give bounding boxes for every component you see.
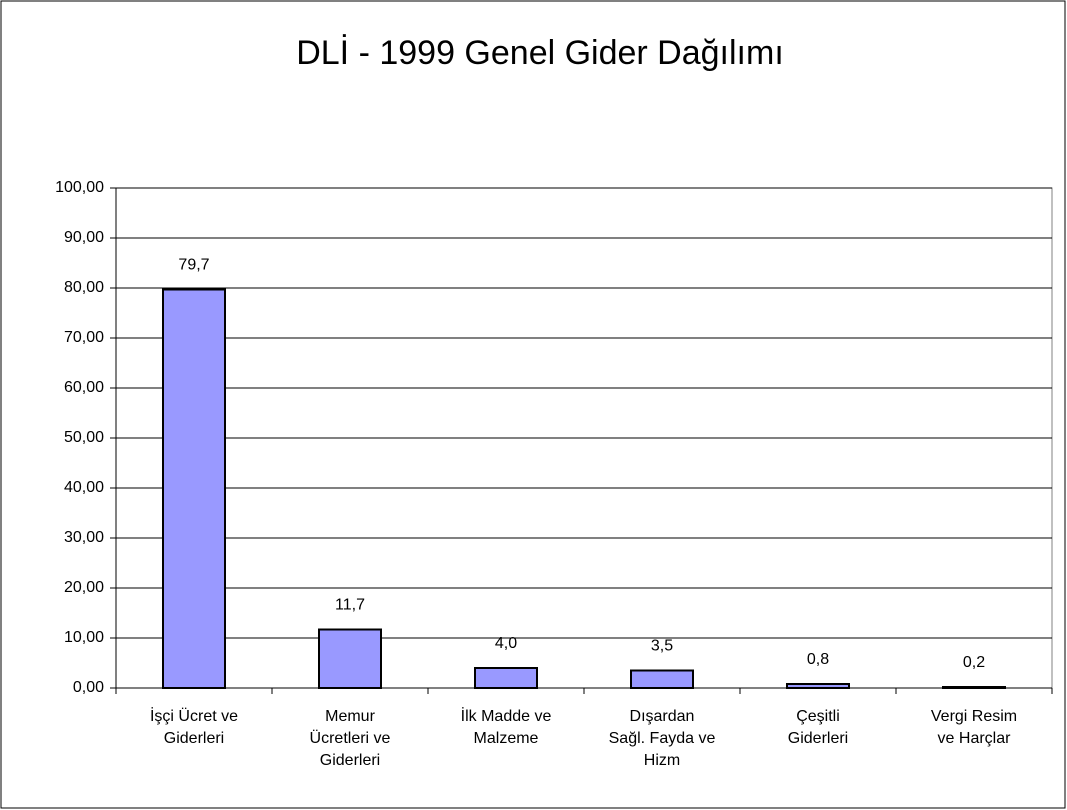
x-tick-label: İlk Madde ve Malzeme (460, 708, 552, 747)
bar (318, 628, 382, 689)
data-label: 79,7 (178, 257, 209, 274)
data-label: 4,0 (495, 635, 517, 652)
y-tick-label: 70,00 (64, 329, 104, 346)
y-tick-label: 100,00 (55, 179, 104, 196)
x-tick-label: İşçi Ücret ve Giderleri (149, 708, 238, 747)
data-label: 0,8 (807, 651, 829, 668)
data-label: 0,2 (963, 654, 985, 671)
bar (630, 669, 694, 689)
chart-title: DLİ - 1999 Genel Gider Dağılımı (296, 34, 784, 72)
x-tick-label: Çeşitli Giderleri (787, 708, 849, 747)
x-tick-label: Dışardan Sağl. Fayda ve Hizm (608, 708, 716, 769)
y-tick-label: 40,00 (64, 479, 104, 496)
y-tick-label: 10,00 (64, 629, 104, 646)
data-label: 3,5 (651, 638, 673, 655)
x-tick-label: Vergi Resim ve Harçlar (930, 708, 1018, 747)
x-tick-label: Memur Ücretleri ve Giderleri (309, 708, 391, 769)
bar (786, 683, 850, 689)
y-tick-label: 50,00 (64, 429, 104, 446)
y-tick-label: 20,00 (64, 579, 104, 596)
bar (474, 667, 538, 689)
y-tick-label: 0,00 (73, 679, 104, 696)
y-tick-label: 30,00 (64, 529, 104, 546)
bar (162, 288, 226, 689)
y-tick-label: 80,00 (64, 279, 104, 296)
data-label: 11,7 (335, 597, 365, 614)
y-tick-label: 90,00 (64, 229, 104, 246)
y-tick-label: 60,00 (64, 379, 104, 396)
bar (942, 686, 1006, 689)
